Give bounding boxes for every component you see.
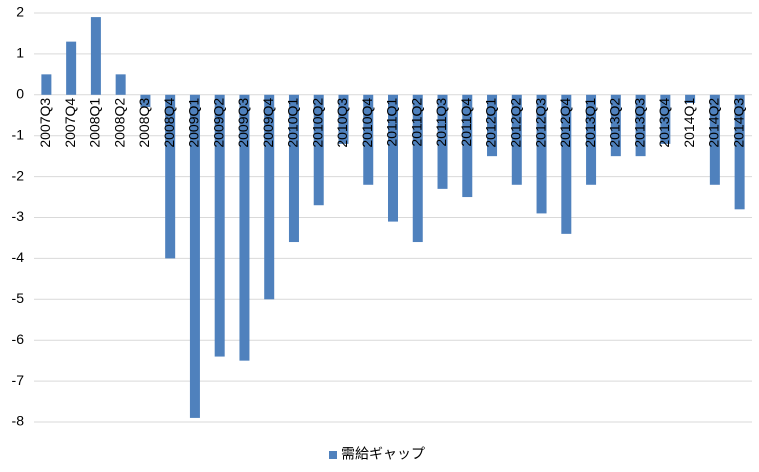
x-tick-label: 2014Q1 (681, 98, 697, 148)
bar (165, 94, 176, 259)
x-tick-label: 2008Q3 (136, 98, 152, 148)
bar (511, 94, 522, 185)
x-tick-label: 2011Q3 (433, 98, 449, 147)
x-tick-label: 2010Q2 (309, 98, 325, 148)
bar (363, 94, 374, 185)
bar (561, 94, 572, 234)
x-tick-label: 2009Q4 (260, 98, 276, 148)
bar (313, 94, 324, 206)
y-tick-label: 2 (16, 4, 24, 20)
x-tick-label: 2010Q4 (359, 98, 375, 148)
bar (239, 94, 250, 361)
y-tick-label: -2 (12, 167, 25, 183)
x-tick-label: 2010Q3 (334, 98, 350, 148)
x-tick-label: 2012Q2 (507, 98, 523, 148)
x-tick-label: 2012Q4 (557, 98, 573, 148)
x-tick-label: 2013Q4 (656, 98, 672, 148)
x-tick-label: 2012Q3 (532, 98, 548, 148)
y-tick-label: -1 (12, 126, 25, 142)
y-tick-label: -5 (12, 290, 25, 306)
x-tick-label: 2008Q1 (87, 98, 103, 148)
x-tick-label: 2013Q1 (582, 98, 598, 148)
x-tick-label: 2009Q3 (235, 98, 251, 148)
x-tick-label: 2011Q4 (458, 98, 474, 147)
y-tick-label: -7 (12, 372, 25, 388)
y-tick-label: -6 (12, 331, 25, 347)
bar (709, 94, 720, 185)
legend-label: 需給ギャップ (341, 446, 425, 462)
bar (214, 94, 225, 357)
bar (437, 94, 448, 189)
bar (536, 94, 547, 214)
bar (90, 17, 101, 95)
y-tick-label: -8 (12, 413, 25, 429)
bar (685, 94, 696, 103)
x-tick-label: 2007Q3 (37, 98, 53, 148)
y-tick-label: -3 (12, 208, 25, 224)
x-tick-label: 2014Q3 (730, 98, 746, 148)
bar (412, 94, 423, 243)
x-tick-label: 2009Q1 (186, 98, 202, 148)
bar (734, 94, 745, 210)
bar (660, 94, 671, 144)
bar (586, 94, 597, 185)
x-tick-label: 2011Q1 (384, 98, 400, 147)
bar (41, 74, 52, 95)
bar (388, 94, 398, 222)
x-tick-label: 2011Q2 (408, 98, 424, 147)
bar (189, 94, 200, 418)
x-tick-label: 2012Q1 (483, 98, 499, 148)
bar (264, 94, 275, 300)
bar (338, 94, 349, 144)
legend-swatch (329, 451, 337, 459)
y-tick-label: 0 (16, 86, 24, 102)
y-tick-label: -4 (12, 249, 25, 265)
x-tick-label: 2013Q2 (607, 98, 623, 148)
x-tick-label: 2010Q1 (285, 98, 301, 148)
bar (140, 94, 151, 108)
x-tick-label: 2007Q4 (62, 98, 78, 148)
bar (66, 41, 77, 95)
bar (635, 94, 646, 157)
y-tick-label: 1 (16, 45, 24, 61)
x-tick-label: 2014Q2 (706, 98, 722, 148)
bar (288, 94, 299, 243)
bar (115, 74, 126, 95)
x-tick-label: 2008Q4 (161, 98, 177, 148)
x-tick-label: 2009Q2 (210, 98, 226, 148)
x-tick-label: 2013Q3 (631, 98, 647, 148)
bar (487, 94, 498, 157)
bar (462, 94, 473, 198)
x-tick-label: 2008Q2 (111, 98, 127, 148)
bar (610, 94, 621, 157)
